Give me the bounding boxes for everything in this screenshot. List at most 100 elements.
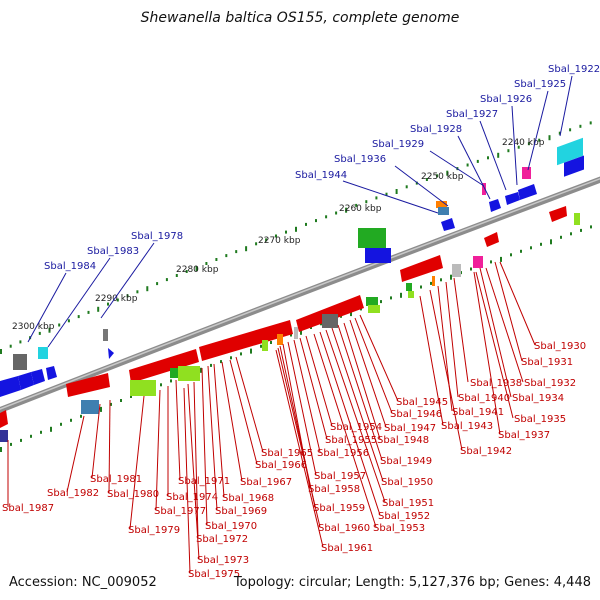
gene-label-sbal-1968[interactable]: Sbal_1968 [222, 493, 274, 504]
gene-label-sbal-1957[interactable]: Sbal_1957 [314, 471, 366, 482]
gene-label-sbal-1950[interactable]: Sbal_1950 [381, 477, 433, 488]
gene-label-sbal-1935[interactable]: Sbal_1935 [514, 414, 566, 425]
gene-label-sbal-1952[interactable]: Sbal_1952 [378, 511, 430, 522]
gene-label-sbal-1959[interactable]: Sbal_1959 [313, 503, 365, 514]
gene-block-rev-13[interactable] [322, 314, 338, 328]
gene-label-sbal-1958[interactable]: Sbal_1958 [308, 484, 360, 495]
gene-block-sbal-1936-b[interactable] [438, 207, 449, 215]
gene-label-sbal-1937[interactable]: Sbal_1937 [498, 430, 550, 441]
gene-arrow-sbal-1936-c[interactable] [441, 218, 455, 231]
gene-label-sbal-1984[interactable]: Sbal_1984 [44, 261, 96, 272]
gene-label-sbal-1932[interactable]: Sbal_1932 [524, 378, 576, 389]
gene-label-sbal-1973[interactable]: Sbal_1973 [197, 555, 249, 566]
gene-label-sbal-1967[interactable]: Sbal_1967 [240, 477, 292, 488]
gene-label-sbal-1931[interactable]: Sbal_1931 [521, 357, 573, 368]
gene-label-sbal-1960[interactable]: Sbal_1960 [318, 523, 370, 534]
gene-label-sbal-1941[interactable]: Sbal_1941 [452, 407, 504, 418]
gene-block-rev-25[interactable] [0, 430, 8, 442]
gene-arrow-rev-18[interactable] [129, 349, 199, 383]
gene-block-sbal-1929[interactable] [482, 183, 486, 195]
gene-block-sbal-1944-b[interactable] [365, 248, 391, 263]
gene-label-sbal-1972[interactable]: Sbal_1972 [196, 534, 248, 545]
gene-block-sbal-1922[interactable] [557, 137, 583, 166]
gene-arrow-rev-1[interactable] [549, 206, 567, 222]
gene-label-sbal-1927[interactable]: Sbal_1927 [446, 109, 498, 120]
gene-arrow-sbal-1927[interactable] [518, 184, 537, 200]
gene-block-rev-12[interactable] [368, 305, 380, 313]
gene-label-sbal-1978[interactable]: Sbal_1978 [131, 231, 183, 242]
gene-label-sbal-1983[interactable]: Sbal_1983 [87, 246, 139, 257]
gene-label-sbal-1948[interactable]: Sbal_1948 [377, 435, 429, 446]
gene-label-sbal-1977[interactable]: Sbal_1977 [154, 506, 206, 517]
gene-block-rev-5[interactable] [452, 264, 461, 277]
gene-label-sbal-1955[interactable]: Sbal_1955 [325, 435, 377, 446]
gene-label-sbal-1940[interactable]: Sbal_1940 [458, 393, 510, 404]
gene-block-rev-11[interactable] [366, 297, 378, 306]
gene-label-sbal-1949[interactable]: Sbal_1949 [380, 456, 432, 467]
gene-label-sbal-1947[interactable]: Sbal_1947 [384, 423, 436, 434]
gene-arrow-rev-15[interactable] [199, 320, 293, 361]
gene-block-sbal-1925[interactable] [522, 167, 531, 179]
gene-label-sbal-1982[interactable]: Sbal_1982 [47, 488, 99, 499]
gene-label-sbal-1934[interactable]: Sbal_1934 [512, 393, 564, 404]
gene-label-sbal-1922[interactable]: Sbal_1922 [548, 64, 600, 75]
gene-label-sbal-1966[interactable]: Sbal_1966 [255, 460, 307, 471]
gene-block-rev-19[interactable] [170, 368, 182, 378]
gene-block-rev-8[interactable] [408, 291, 414, 298]
gene-label-sbal-1945[interactable]: Sbal_1945 [396, 397, 448, 408]
gene-arrow-fwd-2[interactable] [18, 372, 34, 390]
gene-block-rev-14[interactable] [294, 327, 298, 339]
gene-label-sbal-1929[interactable]: Sbal_1929 [372, 139, 424, 150]
gene-arrow-sbal-1926[interactable] [505, 192, 520, 205]
gene-label-sbal-1926[interactable]: Sbal_1926 [480, 94, 532, 105]
gene-arrow-rev-24[interactable] [0, 410, 8, 428]
gene-label-sbal-1975[interactable]: Sbal_1975 [188, 569, 240, 580]
gene-arrow-rev-3[interactable] [484, 232, 499, 247]
gene-label-sbal-1944[interactable]: Sbal_1944 [295, 170, 347, 181]
gene-arrow-fwd-4[interactable] [46, 366, 57, 380]
gene-arrow-rev-22[interactable] [66, 373, 110, 397]
gene-label-sbal-1938[interactable]: Sbal_1938 [470, 378, 522, 389]
gene-arrow-sbal-1978b[interactable] [108, 348, 114, 359]
gene-label-sbal-1942[interactable]: Sbal_1942 [460, 446, 512, 457]
gene-block-sbal-1983[interactable] [38, 347, 48, 359]
gene-label-sbal-1961[interactable]: Sbal_1961 [321, 543, 373, 554]
gene-block-rev-16[interactable] [262, 340, 268, 351]
gene-block-sbal-1944-a[interactable] [358, 228, 386, 248]
gene-block-sbal-1936-a[interactable] [436, 201, 447, 208]
gene-label-sbal-1956[interactable]: Sbal_1956 [317, 448, 369, 459]
gene-block-rev-9[interactable] [432, 276, 435, 286]
gene-label-sbal-1954[interactable]: Sbal_1954 [330, 422, 382, 433]
gene-label-sbal-1979[interactable]: Sbal_1979 [128, 525, 180, 536]
gene-block-sbal-1922b[interactable] [564, 155, 584, 177]
gene-label-sbal-1974[interactable]: Sbal_1974 [166, 492, 218, 503]
gene-block-rev-17[interactable] [277, 334, 283, 345]
gene-arrow-rev-6[interactable] [400, 255, 443, 282]
gene-block-rev-23[interactable] [81, 400, 99, 414]
gene-label-sbal-1980[interactable]: Sbal_1980 [107, 489, 159, 500]
gene-block-sbal-1978[interactable] [103, 329, 108, 341]
gene-label-sbal-1936[interactable]: Sbal_1936 [334, 154, 386, 165]
gene-block-rev-2[interactable] [574, 213, 580, 225]
gene-block-rev-20[interactable] [178, 366, 200, 381]
gene-label-sbal-1925[interactable]: Sbal_1925 [514, 79, 566, 90]
gene-label-sbal-1971[interactable]: Sbal_1971 [178, 476, 230, 487]
gene-label-sbal-1953[interactable]: Sbal_1953 [373, 523, 425, 534]
gene-block-rev-21[interactable] [130, 380, 156, 396]
gene-label-sbal-1969[interactable]: Sbal_1969 [215, 506, 267, 517]
gene-label-sbal-1981[interactable]: Sbal_1981 [90, 474, 142, 485]
gene-label-sbal-1946[interactable]: Sbal_1946 [390, 409, 442, 420]
gene-label-sbal-1943[interactable]: Sbal_1943 [441, 421, 493, 432]
gene-arrow-fwd-1[interactable] [0, 376, 21, 397]
gene-block-rev-7[interactable] [406, 283, 412, 291]
gene-label-sbal-1928[interactable]: Sbal_1928 [410, 124, 462, 135]
gene-label-sbal-1987[interactable]: Sbal_1987 [2, 503, 54, 514]
gene-label-sbal-1965[interactable]: Sbal_1965 [261, 448, 313, 459]
gene-label-sbal-1930[interactable]: Sbal_1930 [534, 341, 586, 352]
gene-label-sbal-1970[interactable]: Sbal_1970 [205, 521, 257, 532]
gene-label-sbal-1951[interactable]: Sbal_1951 [382, 498, 434, 509]
gene-block-rev-4[interactable] [473, 256, 483, 268]
gene-arrow-sbal-1928[interactable] [489, 199, 501, 212]
gene-block-sbal-1984[interactable] [13, 354, 27, 370]
gene-arrow-fwd-3[interactable] [31, 369, 45, 385]
